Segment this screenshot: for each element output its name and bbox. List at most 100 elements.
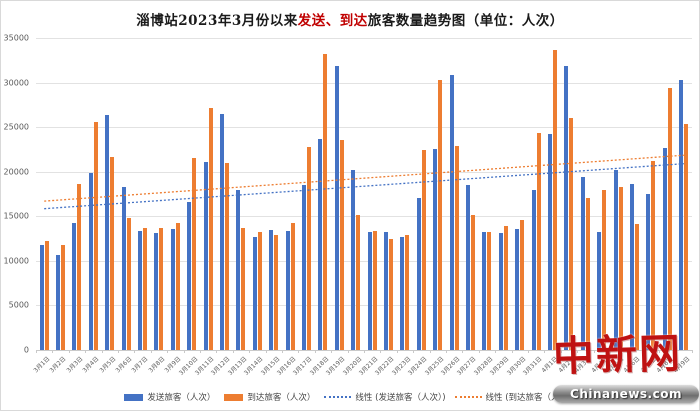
bar-arrive — [503, 226, 508, 350]
legend-dotted-line-swatch — [324, 396, 352, 398]
bar-send — [269, 229, 274, 350]
x-axis-tick — [167, 350, 169, 353]
x-axis-tick — [429, 350, 431, 353]
bar-arrive — [225, 162, 230, 350]
bar-send — [72, 222, 77, 350]
chinanews-site-label: Chinanews.com — [570, 387, 682, 401]
legend-bar-swatch — [124, 393, 144, 401]
bar-send — [662, 147, 667, 350]
bar-group — [397, 38, 413, 350]
bar-arrive — [389, 238, 394, 350]
y-axis-labels: 0 5000 10000 15000 20000 25000 30000 35000 — [1, 34, 31, 355]
bar-send — [56, 254, 61, 350]
legend-bar-swatch — [224, 393, 244, 401]
bar-arrive — [175, 222, 180, 350]
bar-arrive — [487, 232, 492, 350]
bar-group — [643, 38, 659, 350]
gridline — [36, 82, 692, 84]
x-axis-tick — [413, 350, 415, 353]
legend-item: 线性 (到达旅客（人次）) — [454, 391, 576, 403]
x-axis-tick — [282, 350, 283, 353]
trendline-arrive — [44, 154, 684, 202]
x-axis-tick — [232, 350, 234, 353]
x-axis-tick — [544, 350, 546, 353]
bar-group — [266, 38, 282, 350]
bar-group — [561, 38, 577, 350]
bar-arrive — [307, 146, 312, 350]
bar-send — [334, 65, 339, 350]
y-tick-label: 5000 — [8, 300, 29, 310]
x-axis-tick — [265, 350, 267, 353]
x-axis-tick — [642, 350, 644, 353]
bar-group — [676, 38, 692, 350]
bar-group — [102, 38, 118, 350]
x-axis-tick — [85, 350, 87, 353]
bar-group — [36, 38, 52, 350]
bar-arrive — [405, 235, 410, 350]
chinanews-banner: Chinanews.com — [553, 385, 699, 403]
x-axis-tick — [610, 350, 611, 353]
legend-label: 发送旅客（人次） — [147, 393, 216, 403]
x-axis-tick — [183, 350, 185, 353]
bar-send — [39, 244, 44, 350]
bar-send — [203, 161, 208, 350]
bar-arrive — [421, 150, 426, 350]
bar-group — [446, 38, 462, 350]
bar-send — [170, 228, 175, 350]
bar-send — [613, 169, 618, 350]
bar-group — [282, 38, 298, 350]
bar-send — [679, 79, 684, 350]
x-axis-tick — [36, 350, 37, 353]
chart-title-highlight: 发送、到达 — [297, 13, 368, 29]
bar-group — [659, 38, 675, 350]
x-axis-tick — [118, 350, 119, 353]
bar-group — [167, 38, 183, 350]
bar-arrive — [159, 227, 164, 350]
bar-arrive — [585, 197, 590, 350]
legend-item: 发送旅客（人次） — [124, 391, 215, 403]
bar-arrive — [667, 87, 672, 350]
bar-send — [416, 197, 421, 350]
bar-group — [52, 38, 68, 350]
bar-arrive — [372, 230, 377, 350]
bar-group — [331, 38, 347, 350]
bar-group — [528, 38, 544, 350]
x-tick-label: 3月6日 — [114, 355, 134, 375]
x-axis-tick — [577, 350, 579, 353]
bar-arrive — [77, 184, 82, 350]
bar-arrive — [536, 133, 541, 350]
x-axis-tick — [478, 350, 480, 353]
bar-group — [594, 38, 610, 350]
bar-arrive — [290, 222, 295, 350]
bar-arrive — [192, 158, 197, 350]
legend-item: 线性 (发送旅客（人次）) — [324, 391, 446, 403]
bar-send — [433, 149, 438, 350]
bar-send — [252, 236, 257, 350]
bar-group — [626, 38, 642, 350]
y-tick-label: 30000 — [3, 78, 29, 88]
bar-send — [498, 233, 503, 350]
bar-send — [367, 232, 372, 350]
y-tick-label: 35000 — [3, 33, 29, 43]
legend-item: 到达旅客（人次） — [224, 391, 315, 403]
x-axis-tick — [331, 350, 333, 353]
bar-send — [400, 236, 405, 350]
bar-group — [364, 38, 380, 350]
bar-send — [285, 230, 290, 350]
bar-arrive — [323, 54, 328, 350]
bar-group — [200, 38, 216, 350]
bar-send — [236, 190, 241, 350]
bar-send — [138, 230, 143, 350]
bar-group — [298, 38, 314, 350]
bar-arrive — [651, 161, 656, 350]
x-axis-tick — [134, 350, 136, 353]
chinanews-logo-watermark: 中新网 — [552, 329, 683, 381]
bar-send — [564, 65, 569, 350]
bar-send — [88, 172, 93, 350]
bar-arrive — [569, 118, 574, 350]
gridline — [36, 260, 692, 262]
bar-send — [482, 232, 487, 350]
x-axis-tick — [675, 350, 677, 353]
bar-arrive — [44, 241, 49, 350]
